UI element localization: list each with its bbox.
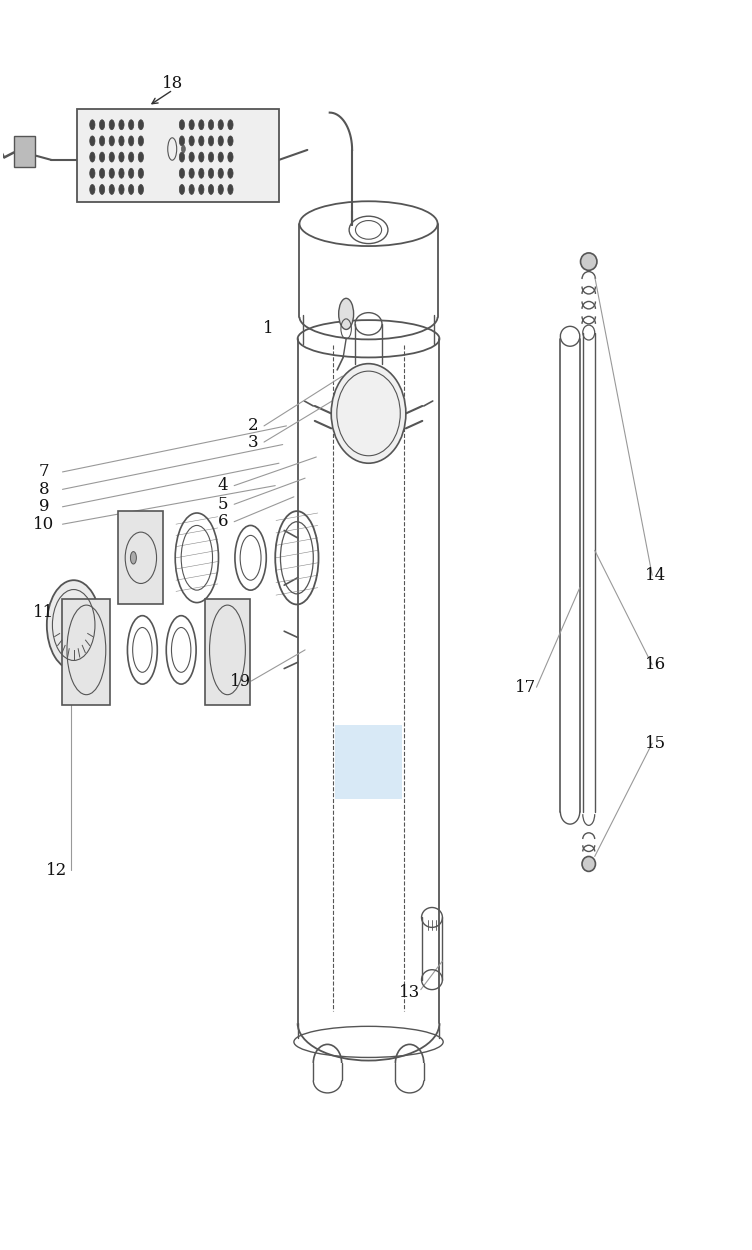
Text: 13: 13 — [399, 984, 420, 1000]
Ellipse shape — [199, 185, 204, 195]
Ellipse shape — [179, 185, 184, 195]
Ellipse shape — [89, 152, 95, 162]
Ellipse shape — [47, 580, 101, 670]
Ellipse shape — [179, 136, 184, 146]
Ellipse shape — [228, 152, 233, 162]
Ellipse shape — [89, 169, 95, 179]
Text: 3: 3 — [247, 434, 258, 450]
Ellipse shape — [119, 120, 124, 130]
Text: 9: 9 — [38, 499, 49, 515]
Ellipse shape — [138, 136, 144, 146]
Ellipse shape — [119, 185, 124, 195]
Ellipse shape — [138, 169, 144, 179]
Ellipse shape — [228, 185, 233, 195]
Text: 14: 14 — [645, 566, 666, 584]
Ellipse shape — [189, 185, 194, 195]
Ellipse shape — [89, 120, 95, 130]
Ellipse shape — [109, 185, 114, 195]
Ellipse shape — [189, 169, 194, 179]
Ellipse shape — [99, 136, 105, 146]
Ellipse shape — [109, 120, 114, 130]
Ellipse shape — [129, 185, 134, 195]
Ellipse shape — [119, 169, 124, 179]
Ellipse shape — [199, 120, 204, 130]
Text: 4: 4 — [217, 478, 229, 494]
Ellipse shape — [331, 364, 406, 464]
Ellipse shape — [208, 169, 214, 179]
Ellipse shape — [109, 136, 114, 146]
Bar — [62, 599, 111, 705]
Ellipse shape — [129, 169, 134, 179]
Ellipse shape — [208, 120, 214, 130]
Bar — [119, 511, 163, 605]
Text: 7: 7 — [38, 464, 49, 480]
Text: 11: 11 — [33, 604, 54, 621]
Ellipse shape — [138, 152, 144, 162]
Ellipse shape — [218, 185, 223, 195]
Ellipse shape — [218, 169, 223, 179]
Text: 15: 15 — [645, 735, 666, 751]
Ellipse shape — [99, 120, 105, 130]
Ellipse shape — [199, 136, 204, 146]
Text: 1: 1 — [262, 320, 273, 338]
Text: 5: 5 — [218, 496, 228, 512]
Ellipse shape — [99, 169, 105, 179]
Ellipse shape — [228, 136, 233, 146]
Text: 6: 6 — [218, 514, 228, 530]
Ellipse shape — [218, 136, 223, 146]
Text: 10: 10 — [33, 516, 54, 532]
Ellipse shape — [228, 169, 233, 179]
Ellipse shape — [138, 185, 144, 195]
Bar — [205, 599, 250, 705]
Ellipse shape — [199, 152, 204, 162]
Ellipse shape — [99, 185, 105, 195]
Text: 8: 8 — [38, 481, 49, 498]
Ellipse shape — [218, 152, 223, 162]
Ellipse shape — [199, 169, 204, 179]
Ellipse shape — [179, 169, 184, 179]
Ellipse shape — [208, 136, 214, 146]
Ellipse shape — [99, 152, 105, 162]
Ellipse shape — [582, 856, 596, 871]
Bar — [77, 109, 279, 202]
Ellipse shape — [208, 152, 214, 162]
Ellipse shape — [109, 169, 114, 179]
Ellipse shape — [189, 152, 194, 162]
Ellipse shape — [189, 120, 194, 130]
Ellipse shape — [208, 185, 214, 195]
Ellipse shape — [129, 152, 134, 162]
Ellipse shape — [581, 253, 597, 270]
Ellipse shape — [129, 120, 134, 130]
Ellipse shape — [129, 136, 134, 146]
Ellipse shape — [179, 120, 184, 130]
Text: 16: 16 — [645, 656, 666, 674]
Ellipse shape — [218, 120, 223, 130]
Text: 12: 12 — [46, 861, 67, 879]
Ellipse shape — [130, 551, 136, 564]
Ellipse shape — [181, 145, 185, 152]
Ellipse shape — [228, 120, 233, 130]
Ellipse shape — [119, 152, 124, 162]
Bar — [335, 725, 402, 799]
Text: 2: 2 — [247, 418, 258, 435]
Text: 18: 18 — [162, 75, 183, 92]
Ellipse shape — [138, 120, 144, 130]
Ellipse shape — [89, 136, 95, 146]
Ellipse shape — [179, 152, 184, 162]
Text: 17: 17 — [514, 679, 536, 696]
Ellipse shape — [338, 299, 353, 330]
Ellipse shape — [109, 152, 114, 162]
Text: 19: 19 — [229, 672, 250, 690]
Ellipse shape — [119, 136, 124, 146]
Ellipse shape — [189, 136, 194, 146]
Ellipse shape — [89, 185, 95, 195]
Bar — [14, 136, 35, 168]
